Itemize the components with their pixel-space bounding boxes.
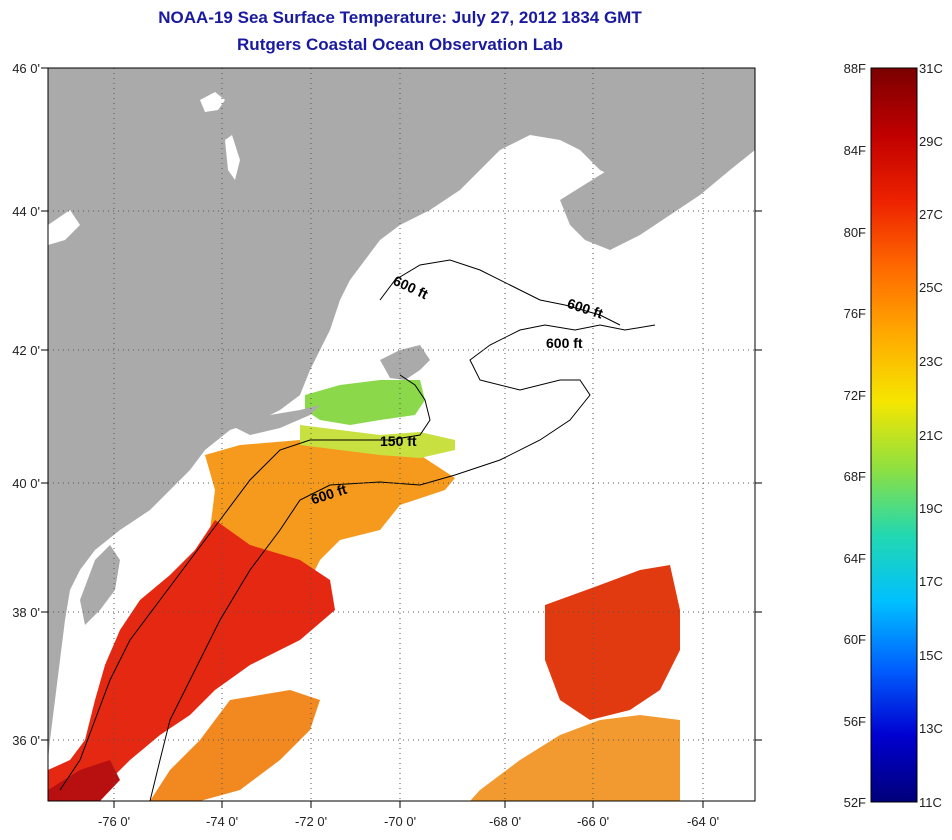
lat-label-40: 40 0' (12, 476, 40, 491)
sst-east-patch-orange (470, 715, 680, 801)
lon-label-72: -72 0' (295, 814, 327, 829)
map-title: NOAA-19 Sea Surface Temperature: July 27… (158, 8, 642, 27)
colorbar-f-60: 60F (844, 632, 866, 647)
colorbar (870, 67, 918, 803)
colorbar-f-68: 68F (844, 469, 866, 484)
sst-green-patch (305, 380, 425, 425)
lon-label-68: -68 0' (489, 814, 521, 829)
colorbar-f-72: 72F (844, 388, 866, 403)
lon-label-76: -76 0' (98, 814, 130, 829)
land-north-america (48, 68, 755, 760)
colorbar-f-88: 88F (844, 61, 866, 76)
land-cape-cod (380, 345, 430, 380)
colorbar-c-11: 11C (919, 795, 942, 810)
lon-label-70: -70 0' (384, 814, 416, 829)
colorbar-c-25: 25C (919, 280, 943, 295)
sst-yellowgreen-patch (300, 425, 455, 458)
lake-white-3 (48, 210, 80, 245)
lon-label-74: -74 0' (206, 814, 238, 829)
colorbar-f-80: 80F (844, 225, 866, 240)
graticule (48, 68, 755, 801)
sst-orange-south (150, 690, 320, 801)
lat-label-46: 46 0' (12, 61, 40, 76)
lat-label-38: 38 0' (12, 605, 40, 620)
sst-darkred-nearshore (48, 760, 120, 801)
colorbar-c-13: 13C (919, 721, 943, 736)
colorbar-c-27: 27C (919, 207, 943, 222)
colorbar-c-19: 19C (919, 501, 943, 516)
lon-label-66: -66 0' (577, 814, 609, 829)
colorbar-c-17: 17C (919, 574, 943, 589)
map-subtitle: Rutgers Coastal Ocean Observation Lab (237, 35, 563, 54)
colorbar-c-31: 31C (919, 61, 943, 76)
contour-label-600ft-3: 600 ft (546, 335, 583, 351)
contour-label-150ft: 150 ft (380, 433, 417, 449)
sst-east-patch-red (545, 565, 680, 720)
colorbar-f-84: 84F (844, 143, 866, 158)
lat-label-36: 36 0' (12, 733, 40, 748)
land-delmarva (80, 545, 120, 625)
colorbar-f-64: 64F (844, 551, 866, 566)
lake-white-1 (200, 92, 225, 112)
map-ticks (41, 67, 762, 808)
contour-600ft-shelf (149, 324, 656, 801)
colorbar-c-29: 29C (919, 134, 943, 149)
contour-150ft (59, 374, 431, 791)
colorbar-f-76: 76F (844, 306, 866, 321)
colorbar-f-56: 56F (844, 714, 866, 729)
lake-white-2 (225, 135, 240, 180)
lon-label-64: -64 0' (687, 814, 719, 829)
sst-red-region (48, 520, 335, 801)
colorbar-c-15: 15C (919, 648, 943, 663)
colorbar-c-21: 21C (919, 428, 943, 443)
map-frame (47, 67, 756, 802)
lat-label-42: 42 0' (12, 343, 40, 358)
colorbar-f-52: 52F (844, 795, 866, 810)
contour-600ft-gulf (379, 259, 621, 326)
land-long-island (230, 405, 320, 435)
lat-label-44: 44 0' (12, 204, 40, 219)
colorbar-c-23: 23C (919, 354, 943, 369)
